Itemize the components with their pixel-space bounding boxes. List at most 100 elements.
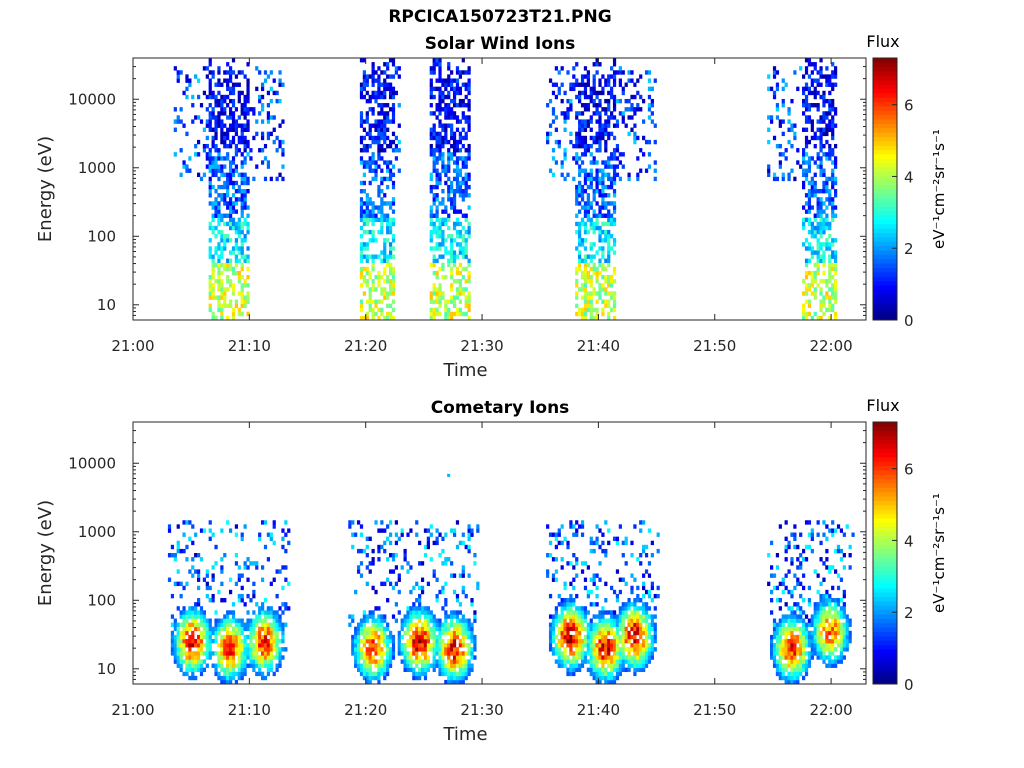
heatmap-cell xyxy=(572,577,576,582)
heatmap-cell xyxy=(444,205,448,210)
heatmap-cell xyxy=(182,638,186,644)
heatmap-cell xyxy=(452,311,457,317)
heatmap-cell xyxy=(473,655,477,660)
heatmap-cell xyxy=(598,561,602,566)
heatmap-cell xyxy=(365,651,369,656)
heatmap-cell xyxy=(444,598,448,603)
heatmap-cell xyxy=(612,98,617,104)
heatmap-cell xyxy=(383,213,387,218)
heatmap-cell xyxy=(807,103,812,108)
heatmap-cell xyxy=(266,643,271,648)
heatmap-cell xyxy=(467,184,471,190)
heatmap-cell xyxy=(220,250,224,255)
heatmap-cell xyxy=(226,675,230,681)
heatmap-cell xyxy=(211,201,215,206)
heatmap-cell xyxy=(368,123,372,128)
heatmap-cell xyxy=(586,70,590,75)
heatmap-cell xyxy=(278,659,282,664)
heatmap-cell xyxy=(807,193,812,198)
heatmap-cell xyxy=(194,602,198,607)
heatmap-cell xyxy=(359,160,364,165)
heatmap-cell xyxy=(258,614,262,619)
heatmap-cell xyxy=(610,111,614,116)
heatmap-cell xyxy=(388,229,393,235)
heatmap-cell xyxy=(179,172,183,178)
heatmap-cell xyxy=(592,82,596,87)
heatmap-cell xyxy=(621,111,625,116)
heatmap-cell xyxy=(173,152,177,157)
heatmap-cell xyxy=(281,544,285,550)
heatmap-cell xyxy=(548,643,553,648)
heatmap-cell xyxy=(438,135,442,141)
heatmap-cell xyxy=(260,626,265,632)
heatmap-cell xyxy=(278,78,282,83)
heatmap-cell xyxy=(179,622,183,627)
heatmap-cell xyxy=(240,663,244,668)
heatmap-cell xyxy=(371,70,375,75)
heatmap-cell xyxy=(243,638,247,644)
heatmap-cell xyxy=(217,229,221,235)
heatmap-cell xyxy=(595,131,599,137)
heatmap-cell xyxy=(423,614,428,619)
heatmap-cell xyxy=(455,630,460,636)
heatmap-cell xyxy=(464,189,468,194)
heatmap-cell xyxy=(214,561,218,566)
heatmap-cell xyxy=(770,565,774,570)
heatmap-cell xyxy=(351,614,355,619)
heatmap-cell xyxy=(240,291,244,296)
heatmap-cell xyxy=(220,675,224,681)
heatmap-cell xyxy=(784,544,788,550)
heatmap-cell xyxy=(426,667,430,673)
heatmap-cell xyxy=(365,78,369,83)
heatmap-cell xyxy=(371,139,375,145)
heatmap-cell xyxy=(455,115,460,120)
heatmap-cell xyxy=(246,593,250,599)
heatmap-cell xyxy=(452,679,457,685)
heatmap-cell xyxy=(583,86,588,92)
heatmap-cell xyxy=(243,139,247,145)
heatmap-cell xyxy=(356,651,361,656)
heatmap-cell xyxy=(642,638,646,644)
heatmap-cell xyxy=(377,315,381,321)
heatmap-cell xyxy=(176,74,180,79)
heatmap-cell xyxy=(377,205,381,210)
heatmap-cell xyxy=(467,262,471,268)
heatmap-cell xyxy=(429,610,433,615)
heatmap-cell xyxy=(377,679,381,685)
heatmap-cell xyxy=(822,115,826,120)
heatmap-cell xyxy=(784,655,788,660)
heatmap-cell xyxy=(354,626,358,632)
heatmap-cell xyxy=(554,618,558,623)
heatmap-cell xyxy=(386,295,390,300)
heatmap-cell xyxy=(226,643,230,648)
heatmap-cell xyxy=(220,307,224,313)
heatmap-cell xyxy=(467,82,471,87)
heatmap-cell xyxy=(199,671,204,677)
heatmap-cell xyxy=(220,565,224,570)
heatmap-cell xyxy=(810,82,814,87)
heatmap-cell xyxy=(604,548,608,554)
heatmap-cell xyxy=(607,651,611,656)
heatmap-cell xyxy=(258,630,262,636)
heatmap-cell xyxy=(173,107,177,112)
heatmap-cell xyxy=(610,655,614,660)
heatmap-cell xyxy=(418,647,422,652)
heatmap-cell xyxy=(825,156,829,161)
heatmap-cell xyxy=(548,540,553,546)
heatmap-cell xyxy=(578,111,582,116)
heatmap-cell xyxy=(586,143,590,149)
heatmap-cell xyxy=(272,638,276,644)
heatmap-cell xyxy=(383,123,387,128)
heatmap-cell xyxy=(807,74,812,79)
heatmap-cell xyxy=(554,536,558,542)
heatmap-cell xyxy=(810,127,814,132)
heatmap-cell xyxy=(435,131,439,137)
heatmap-cell xyxy=(595,270,599,276)
heatmap-cell xyxy=(269,655,273,660)
heatmap-cell xyxy=(450,78,454,83)
heatmap-cell xyxy=(461,573,465,578)
heatmap-cell xyxy=(412,647,416,652)
heatmap-cell xyxy=(269,622,273,627)
heatmap-cell xyxy=(371,638,375,644)
heatmap-cell xyxy=(822,295,826,300)
